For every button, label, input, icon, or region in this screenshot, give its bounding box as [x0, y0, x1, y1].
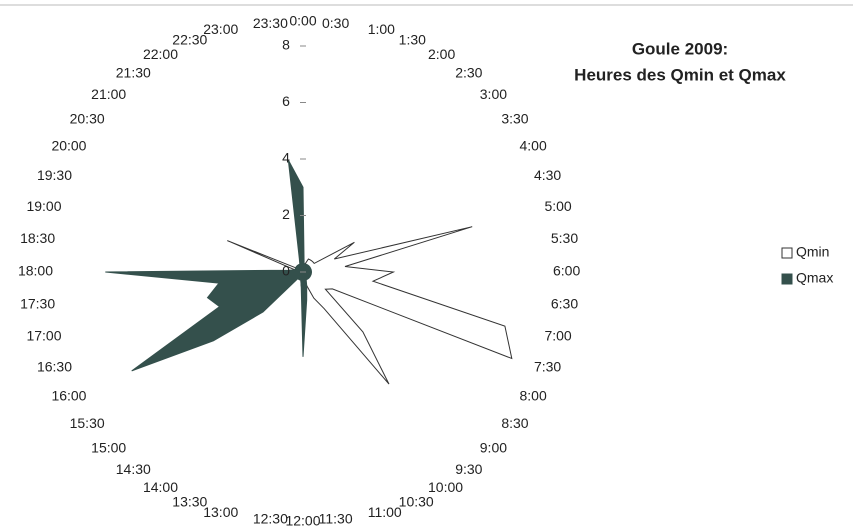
category-label: 20:30	[70, 111, 105, 127]
category-label: 7:00	[544, 327, 571, 343]
category-label: 1:00	[368, 21, 395, 37]
category-label: 17:00	[26, 327, 61, 343]
category-label: 2:00	[428, 46, 455, 62]
series-area	[105, 159, 313, 372]
category-label: 23:30	[253, 15, 288, 31]
r-tick-label: 8	[282, 37, 290, 53]
category-label: 14:00	[143, 479, 178, 495]
category-label: 18:00	[18, 263, 53, 279]
category-label: 16:30	[37, 358, 72, 374]
category-label: 12:00	[285, 513, 320, 526]
category-label: 14:30	[116, 461, 151, 477]
legend-swatch	[781, 247, 793, 259]
category-label: 22:00	[143, 46, 178, 62]
category-label: 8:00	[520, 388, 547, 404]
category-label: 1:30	[399, 32, 426, 48]
category-label: 20:00	[51, 138, 86, 154]
r-tick-label: 4	[282, 150, 290, 166]
category-label: 21:30	[116, 64, 151, 80]
category-label: 8:30	[501, 415, 528, 431]
category-label: 4:30	[534, 167, 561, 183]
category-label: 13:30	[172, 494, 207, 510]
category-label: 7:30	[534, 358, 561, 374]
category-label: 11:30	[319, 511, 353, 526]
category-label: 13:00	[203, 504, 238, 520]
category-label: 5:30	[551, 230, 578, 246]
category-label: 10:00	[428, 479, 463, 495]
category-label: 23:00	[203, 21, 238, 37]
category-label: 9:00	[480, 439, 507, 455]
category-label: 3:30	[501, 111, 528, 127]
category-label: 5:00	[544, 198, 571, 214]
category-label: 12:30	[253, 511, 288, 526]
r-tick-label: 6	[282, 93, 290, 109]
category-label: 9:30	[455, 461, 482, 477]
category-label: 0:30	[322, 15, 349, 31]
category-label: 4:00	[520, 138, 547, 154]
category-label: 19:30	[37, 167, 72, 183]
r-tick-label: 2	[282, 206, 290, 222]
r-tick-label: 0	[282, 263, 290, 279]
category-label: 10:30	[399, 494, 434, 510]
category-label: 15:00	[91, 439, 126, 455]
category-label: 2:30	[455, 64, 482, 80]
category-label: 21:00	[91, 86, 126, 102]
legend-label: Qmax	[796, 270, 833, 286]
category-label: 3:00	[480, 86, 507, 102]
category-label: 6:00	[553, 263, 580, 279]
category-label: 0:00	[289, 13, 316, 29]
category-label: 19:00	[26, 198, 61, 214]
category-label: 11:00	[368, 504, 402, 520]
category-label: 17:30	[20, 295, 55, 311]
category-label: 18:30	[20, 230, 55, 246]
category-label: 16:00	[51, 388, 86, 404]
category-label: 15:30	[70, 415, 105, 431]
category-label: 22:30	[172, 32, 207, 48]
legend-swatch	[781, 273, 793, 285]
chart-title: Goule 2009:	[632, 39, 728, 58]
legend-label: Qmin	[796, 244, 829, 260]
category-label: 6:30	[551, 295, 578, 311]
chart-subtitle: Heures des Qmin et Qmax	[574, 65, 786, 84]
